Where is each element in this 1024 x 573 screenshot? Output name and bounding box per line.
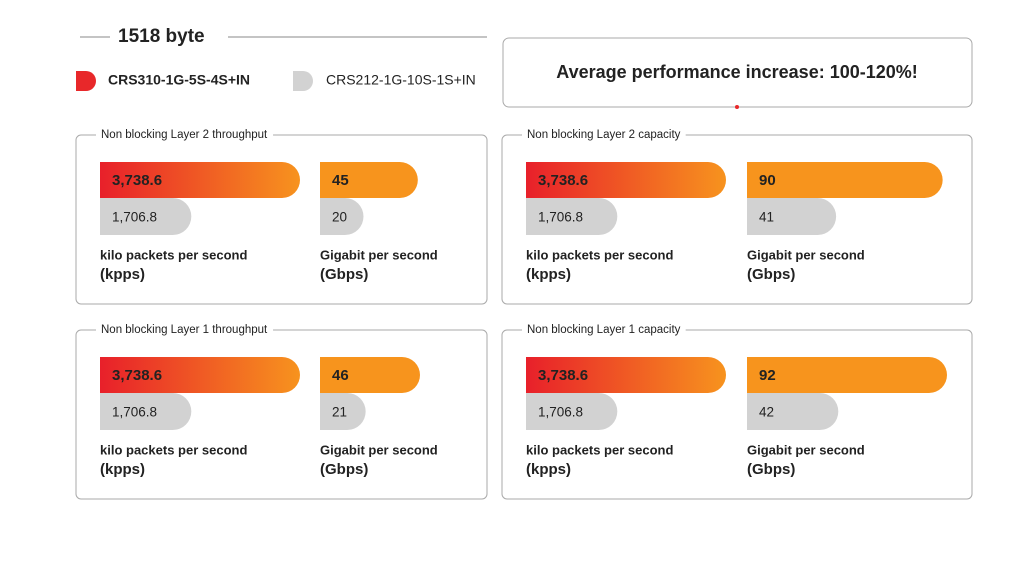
value-label: 1,706.8: [112, 405, 157, 420]
unit: Gigabit per second: [747, 442, 865, 457]
value-label: 3,738.6: [112, 367, 162, 384]
panel-title-bg: [96, 324, 274, 337]
value-label: 1,706.8: [112, 210, 157, 225]
unit-abbr: (Gbps): [747, 266, 795, 283]
panel-title: Non blocking Layer 2 throughput: [101, 129, 268, 141]
value-label: 41: [759, 210, 774, 225]
panel-title: Non blocking Layer 1 throughput: [101, 324, 268, 336]
value-label: 46: [332, 367, 349, 384]
unit: Gigabit per second: [747, 247, 865, 262]
value-label: 92: [759, 367, 776, 384]
value-label: 3,738.6: [538, 172, 588, 189]
value-label: 1,706.8: [538, 210, 583, 225]
bar-primary: [320, 162, 418, 198]
panel-title-bg: [96, 129, 274, 142]
unit: Gigabit per second: [320, 247, 438, 262]
bar-secondary: [100, 393, 192, 430]
legend-label: CRS212-1G-10S-1S+IN: [326, 72, 476, 88]
bar-secondary: [100, 198, 192, 236]
bar-primary: [100, 162, 300, 198]
bar-primary: [100, 357, 300, 393]
value-label: 3,738.6: [538, 367, 588, 384]
unit-abbr: (Gbps): [320, 461, 368, 478]
unit-abbr: (kpps): [526, 461, 571, 478]
legend-icon: [293, 71, 313, 91]
unit: kilo packets per second: [526, 247, 673, 262]
unit-abbr: (kpps): [100, 266, 145, 283]
panel-title-bg: [522, 324, 686, 337]
bar-primary: [747, 357, 947, 393]
bar-primary: [320, 357, 420, 393]
banner: Average performance increase: 100-120%!: [556, 62, 918, 82]
unit-abbr: (Gbps): [747, 461, 795, 478]
bar-secondary: [747, 393, 839, 430]
legend-label: CRS310-1G-5S-4S+IN: [108, 72, 250, 88]
value-label: 45: [332, 172, 349, 189]
value-label: 1,706.8: [538, 405, 583, 420]
value-label: 21: [332, 405, 347, 420]
value-label: 3,738.6: [112, 172, 162, 189]
unit: kilo packets per second: [100, 442, 247, 457]
bar-secondary: [526, 393, 618, 430]
value-label: 42: [759, 405, 774, 420]
value-label: 90: [759, 172, 776, 189]
bar-primary: [747, 162, 943, 198]
bar-secondary: [747, 198, 837, 236]
header-title: 1518 byte: [118, 26, 205, 47]
value-label: 20: [332, 210, 347, 225]
panel-title-bg: [522, 129, 686, 142]
panel-title: Non blocking Layer 2 capacity: [527, 129, 681, 141]
unit-abbr: (Gbps): [320, 266, 368, 283]
unit-abbr: (kpps): [100, 461, 145, 478]
unit: Gigabit per second: [320, 442, 438, 457]
bar-secondary: [526, 198, 618, 236]
unit: kilo packets per second: [100, 247, 247, 262]
bar-secondary: [320, 393, 366, 430]
unit: kilo packets per second: [526, 442, 673, 457]
bar-primary: [526, 357, 726, 393]
legend-icon: [76, 71, 96, 91]
panel-title: Non blocking Layer 1 capacity: [527, 324, 681, 336]
bar-primary: [526, 162, 726, 198]
unit-abbr: (kpps): [526, 266, 571, 283]
dot: [735, 105, 739, 109]
bar-secondary: [320, 198, 364, 236]
